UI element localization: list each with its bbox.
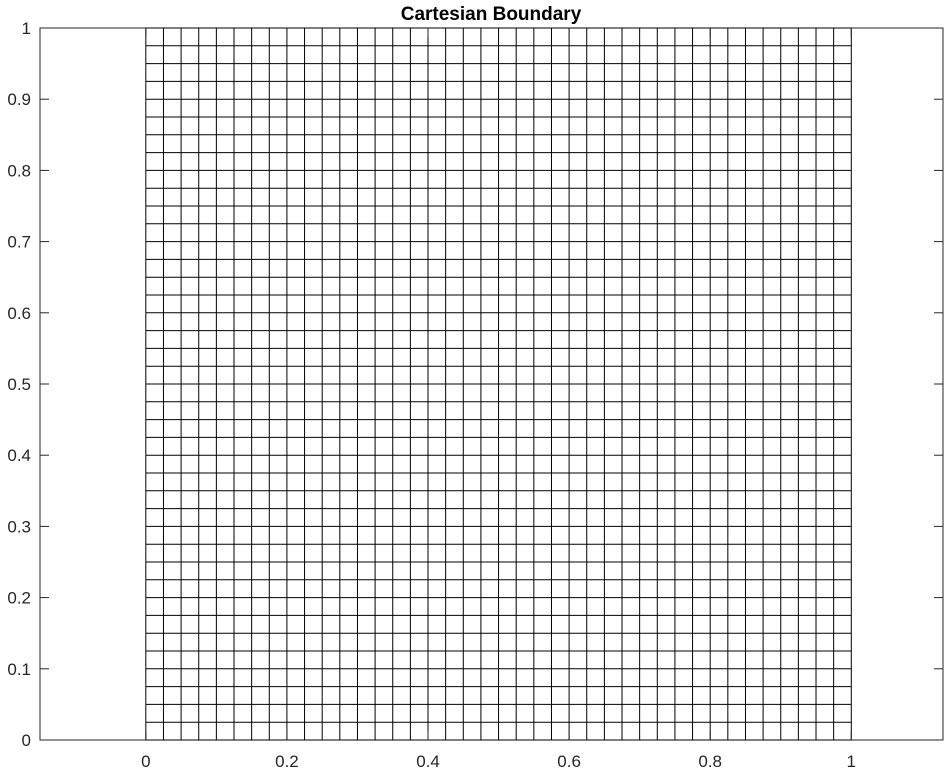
x-tick-label: 0 <box>141 752 150 771</box>
x-tick-label: 0.4 <box>416 752 440 771</box>
y-tick-label: 0.9 <box>7 90 31 109</box>
x-axis: 0 0.2 0.4 0.6 0.8 1 <box>141 28 856 771</box>
y-tick-label: 0.3 <box>7 517 31 536</box>
x-tick-label: 0.6 <box>557 752 581 771</box>
y-tick-label: 0.6 <box>7 304 31 323</box>
mesh <box>145 27 852 741</box>
y-tick-label: 0.2 <box>7 589 31 608</box>
y-tick-label: 0.7 <box>7 233 31 252</box>
y-tick-label: 1 <box>22 19 31 38</box>
chart-title: Cartesian Boundary <box>401 4 582 25</box>
y-tick-label: 0.1 <box>7 660 31 679</box>
x-tick-label: 0.2 <box>275 752 299 771</box>
y-axis: 0 0.1 0.2 0.3 0.4 0.5 0.6 0.7 0.8 0.9 1 <box>7 19 943 750</box>
y-tick-label: 0.4 <box>7 446 31 465</box>
y-tick-label: 0.5 <box>7 375 31 394</box>
x-tick-label: 0.8 <box>698 752 722 771</box>
x-tick-label: 1 <box>847 752 856 771</box>
y-tick-label: 0 <box>22 731 31 750</box>
y-tick-label: 0.8 <box>7 161 31 180</box>
